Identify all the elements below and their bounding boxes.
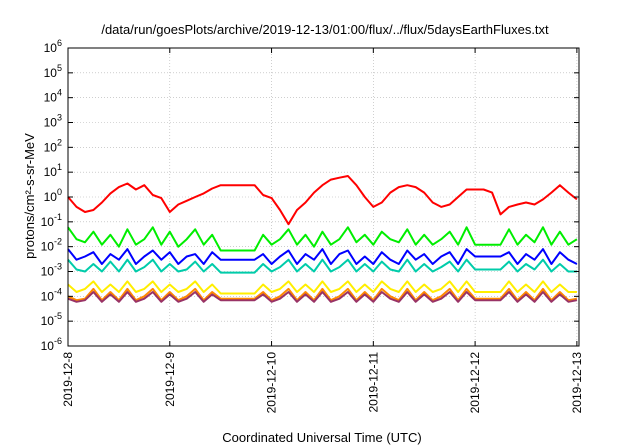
series-line-7 <box>67 291 578 303</box>
series-line-5 <box>67 280 577 295</box>
y-axis-ticks: 10-6 10-5 10-4 10-3 10-2 10-1 100 101 102 103 104 1… <box>41 38 579 353</box>
y-tick-label: 104 <box>44 88 62 105</box>
y-tick-label: 101 <box>44 162 62 179</box>
grid-lines <box>68 48 579 346</box>
series-line-4 <box>67 258 577 274</box>
x-tick-label: 2019-12-13 <box>570 352 584 414</box>
y-tick-label: 10-1 <box>41 212 62 229</box>
series-line-3 <box>67 248 578 265</box>
x-tick-label: 2019-12-11 <box>366 352 380 413</box>
y-axis-label: protons/cm²-s-sr-MeV <box>22 133 37 259</box>
x-axis-ticks: 2019-12-8 2019-12-9 2019-12-10 2019-12-11 20… <box>61 48 584 413</box>
y-tick-label: 102 <box>44 137 62 154</box>
y-tick-label: 10-6 <box>41 336 62 353</box>
x-tick-label: 2019-12-10 <box>265 352 279 414</box>
x-tick-label: 2019-12-8 <box>61 352 75 407</box>
y-tick-label: 105 <box>44 63 62 80</box>
y-tick-label: 106 <box>44 38 62 55</box>
y-tick-label: 103 <box>44 113 62 130</box>
y-tick-label: 10-4 <box>41 286 62 303</box>
chart-title: /data/run/goesPlots/archive/2019-12-13/0… <box>101 22 549 37</box>
y-tick-label: 10-3 <box>41 262 62 279</box>
y-tick-label: 100 <box>44 187 62 204</box>
y-tick-label: 10-5 <box>41 311 62 328</box>
x-tick-label: 2019-12-9 <box>163 352 177 407</box>
x-tick-label: 2019-12-12 <box>468 352 482 414</box>
y-tick-label: 10-2 <box>41 237 62 254</box>
x-axis-label: Coordinated Universal Time (UTC) <box>222 430 421 445</box>
series-layer <box>67 175 578 303</box>
series-line-1 <box>67 175 578 226</box>
series-line-6 <box>67 287 578 302</box>
series-line-2 <box>67 226 578 252</box>
